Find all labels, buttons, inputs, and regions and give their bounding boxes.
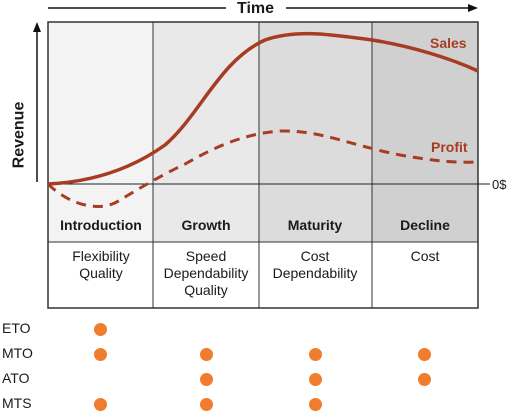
strategy-dot (199, 397, 213, 411)
priority-item: Dependability (272, 265, 358, 281)
introduction-band (48, 22, 153, 242)
maturity-band (259, 22, 372, 242)
priority-item: Dependability (163, 265, 249, 281)
stage-priorities-introduction: Flexibility Quality (48, 248, 154, 282)
stage-priorities-growth: Speed Dependability Quality (153, 248, 259, 299)
strategy-dot (308, 347, 322, 361)
profit-curve-label: Profit (431, 139, 468, 155)
stage-name-growth: Growth (181, 217, 231, 233)
strategy-dot (199, 372, 213, 386)
strategy-dot (417, 372, 431, 386)
priority-item: Quality (79, 265, 123, 281)
strategy-label-eto: ETO (2, 320, 31, 336)
profit-curve (46, 129, 479, 208)
priority-item: Speed (185, 248, 227, 264)
strategy-dot (417, 347, 431, 361)
strategy-label-ato: ATO (2, 370, 30, 386)
stage-name-maturity: Maturity (287, 217, 343, 233)
strategy-dot (308, 397, 322, 411)
strategy-dot (93, 347, 107, 361)
decline-band (372, 22, 478, 242)
time-axis-label: Time (237, 0, 275, 17)
priority-item: Cost (410, 248, 440, 264)
priority-item: Cost (300, 248, 330, 264)
stage-name-introduction: Introduction (60, 217, 142, 233)
strategy-dot (93, 322, 107, 336)
priority-item: Flexibility (72, 248, 130, 264)
diagram-frame (47, 21, 479, 309)
priority-item: Quality (184, 282, 228, 298)
revenue-axis-label: Revenue (10, 101, 28, 169)
time-arrowhead-icon (468, 4, 478, 12)
revenue-arrowhead-icon (33, 22, 41, 32)
sales-curve-label: Sales (430, 35, 467, 51)
growth-band (153, 22, 259, 242)
priorities-panel (48, 242, 478, 308)
stage-priorities-decline: Cost (372, 248, 478, 265)
stage-name-decline: Decline (400, 217, 450, 233)
zero-dollar-label: 0$ (492, 177, 507, 192)
stage-priorities-maturity: Cost Dependability (262, 248, 368, 282)
sales-curve (47, 31, 479, 186)
strategy-label-mto: MTO (2, 345, 33, 361)
strategy-dot (93, 397, 107, 411)
strategy-dot (199, 347, 213, 361)
strategy-dot (308, 372, 322, 386)
strategy-label-mts: MTS (2, 395, 32, 411)
